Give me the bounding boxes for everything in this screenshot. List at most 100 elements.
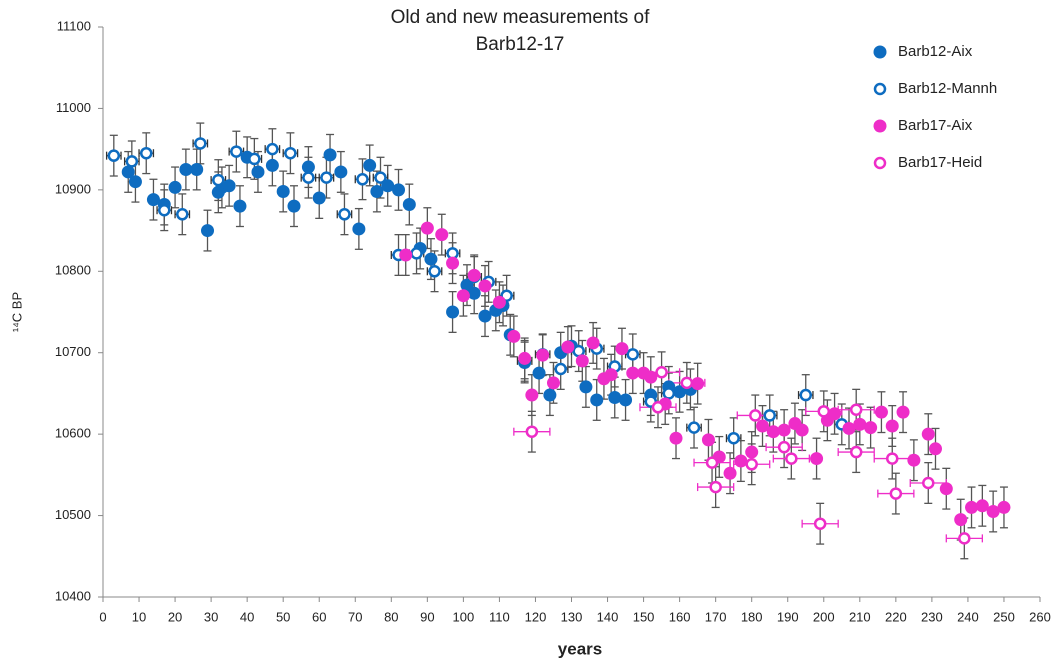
x-tick-label: 190 xyxy=(777,609,799,624)
point xyxy=(874,405,888,419)
point xyxy=(139,146,153,160)
point xyxy=(817,405,831,418)
point xyxy=(907,453,921,467)
point xyxy=(777,423,791,437)
point xyxy=(810,452,824,466)
x-axis-title: years xyxy=(558,639,602,658)
point xyxy=(201,224,215,238)
point xyxy=(763,409,776,422)
point xyxy=(853,417,867,431)
point xyxy=(212,173,225,187)
x-tick-label: 230 xyxy=(921,609,943,624)
point xyxy=(467,286,481,300)
x-tick-label: 220 xyxy=(885,609,907,624)
x-tick-label: 30 xyxy=(204,609,218,624)
y-axis-title: ¹⁴C BP xyxy=(9,292,24,332)
point xyxy=(284,146,297,160)
point xyxy=(954,513,968,527)
point xyxy=(896,405,910,419)
point xyxy=(586,336,600,350)
point xyxy=(392,183,406,197)
point xyxy=(785,452,798,465)
x-tick-label: 240 xyxy=(957,609,979,624)
point xyxy=(651,401,665,414)
point xyxy=(374,171,387,184)
point xyxy=(626,366,640,380)
point xyxy=(107,149,121,162)
point xyxy=(266,142,279,156)
point xyxy=(662,387,676,400)
point xyxy=(608,391,622,404)
point xyxy=(402,198,416,212)
point xyxy=(352,222,366,236)
point xyxy=(158,203,171,217)
point xyxy=(525,388,539,402)
point xyxy=(301,160,315,174)
point xyxy=(828,407,842,421)
point xyxy=(420,221,434,235)
legend-label: Barb17-Aix xyxy=(898,117,973,134)
point xyxy=(356,173,369,186)
point xyxy=(456,289,470,303)
point xyxy=(889,487,903,500)
point xyxy=(146,193,160,207)
legend-marker xyxy=(873,156,887,170)
x-tick-label: 10 xyxy=(132,609,146,624)
point xyxy=(723,466,737,480)
point xyxy=(626,348,640,361)
point xyxy=(745,458,758,471)
x-tick-label: 180 xyxy=(741,609,763,624)
x-tick-label: 80 xyxy=(384,609,398,624)
x-tick-label: 120 xyxy=(525,609,547,624)
point xyxy=(673,385,687,399)
point xyxy=(435,228,449,242)
point xyxy=(428,265,441,278)
point xyxy=(579,380,593,394)
y-tick-label: 10800 xyxy=(55,263,91,278)
chart-title: Old and new measurements of xyxy=(391,7,650,28)
legend-marker xyxy=(873,119,887,133)
x-tick-label: 260 xyxy=(1029,609,1051,624)
chart-title: Barb12-17 xyxy=(476,34,565,55)
x-tick-label: 160 xyxy=(669,609,691,624)
x-tick-label: 210 xyxy=(849,609,871,624)
point xyxy=(276,184,290,198)
point xyxy=(885,419,899,433)
point xyxy=(251,165,265,179)
point xyxy=(687,421,701,434)
point xyxy=(302,171,315,184)
point xyxy=(669,431,683,445)
x-tick-label: 140 xyxy=(597,609,619,624)
point xyxy=(619,393,633,407)
legend-marker xyxy=(873,82,887,96)
point xyxy=(370,184,384,198)
x-tick-label: 250 xyxy=(993,609,1015,624)
point xyxy=(176,208,189,221)
legend-label: Barb12-Mannh xyxy=(898,80,997,97)
point xyxy=(777,440,791,454)
point xyxy=(190,163,204,176)
point xyxy=(320,171,333,184)
point xyxy=(795,423,809,437)
point xyxy=(849,445,863,459)
point xyxy=(168,180,182,194)
point xyxy=(507,329,521,343)
point xyxy=(745,445,759,459)
point xyxy=(849,403,863,416)
point xyxy=(842,421,856,435)
x-tick-label: 20 xyxy=(168,609,182,624)
point xyxy=(604,368,618,382)
point xyxy=(921,427,935,441)
point xyxy=(766,425,780,439)
legend-label: Barb12-Aix xyxy=(898,43,973,60)
point xyxy=(121,165,135,179)
point xyxy=(446,305,460,319)
point xyxy=(248,152,261,166)
point xyxy=(885,452,899,465)
point xyxy=(125,155,139,168)
point xyxy=(756,419,770,433)
x-tick-label: 200 xyxy=(813,609,835,624)
legend-label: Barb17-Heid xyxy=(898,154,982,171)
point xyxy=(410,247,423,260)
